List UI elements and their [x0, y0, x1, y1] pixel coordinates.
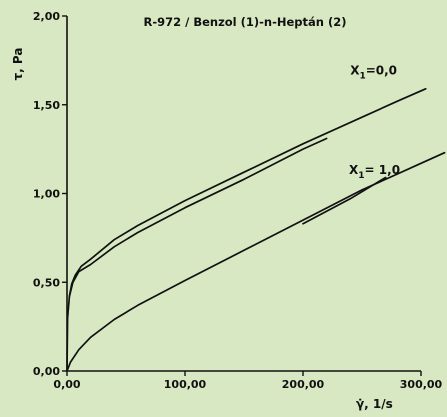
series-line	[302, 176, 387, 225]
x-tick-label: 100,00	[164, 378, 207, 391]
x-tick-label: 0,00	[53, 378, 80, 391]
y-tick-label: 0,00	[33, 365, 60, 378]
y-tick-label: 2,00	[33, 10, 60, 23]
series-annotation: X1= 1,0	[349, 163, 400, 181]
chart-title: R-972 / Benzol (1)-n-Heptán (2)	[144, 15, 347, 29]
x-axis-label: γ̇, 1/s	[356, 397, 393, 411]
y-ticks: 0,00 0,50 1,00 1,50 2,00	[33, 10, 67, 378]
x-tick-label: 200,00	[282, 378, 325, 391]
series-line	[66, 87, 427, 372]
y-tick-label: 1,00	[33, 188, 60, 201]
x-tick-label: 300,00	[400, 378, 443, 391]
annotation-layer: X1=0,0 X1= 1,0	[349, 64, 400, 181]
x-ticks: 0,00 100,00 200,00 300,00	[53, 371, 443, 391]
y-axis-label: τ, Pa	[11, 48, 25, 81]
y-tick-label: 1,50	[33, 99, 60, 112]
series-annotation: X1=0,0	[350, 64, 397, 82]
series-line	[68, 137, 328, 298]
series-layer	[66, 87, 446, 372]
y-tick-label: 0,50	[33, 276, 60, 289]
series-line	[66, 151, 446, 372]
